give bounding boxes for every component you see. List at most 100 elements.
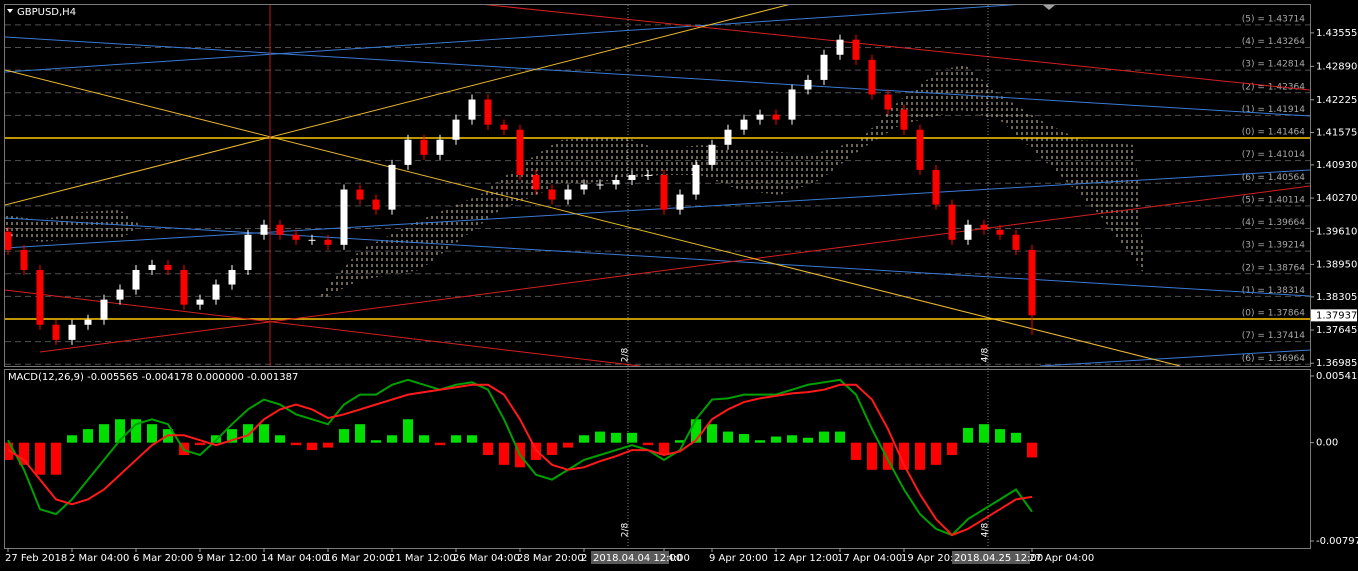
- candle-body: [100, 299, 108, 320]
- y-tick-label: 1.43555: [1316, 28, 1357, 39]
- candle-body: [468, 99, 476, 120]
- candle-body: [404, 139, 412, 165]
- candle-body: [724, 129, 732, 145]
- y-tick-label: 1.38305: [1316, 292, 1357, 303]
- histogram-bar: [931, 442, 941, 465]
- histogram-bar: [851, 442, 861, 460]
- candle-body: [836, 39, 844, 55]
- histogram-bar: [243, 424, 253, 443]
- fibo-label: (1) = 1.41914: [1242, 105, 1306, 115]
- candle-body: [612, 179, 620, 185]
- candle-body: [212, 284, 220, 300]
- x-tick-label: 27 Apr 04:00: [1029, 553, 1094, 564]
- cursor-label-box: [591, 551, 669, 564]
- histogram-bar: [787, 435, 797, 443]
- x-tick-label: 2: [581, 553, 587, 564]
- y-tick-label: 1.40270: [1316, 193, 1357, 204]
- histogram-bar: [995, 429, 1005, 443]
- candle-body: [276, 224, 284, 235]
- histogram-bar: [195, 442, 205, 446]
- macd-plot: [5, 378, 1037, 537]
- histogram-bar: [227, 429, 237, 443]
- histogram-bar: [595, 431, 605, 443]
- candle-body: [708, 144, 716, 165]
- trend-line: [5, 5, 790, 206]
- histogram-bar: [339, 429, 349, 443]
- fibo-label: (0) = 1.41464: [1242, 128, 1306, 138]
- x-tick-label: 9 Apr 20:00: [709, 553, 768, 564]
- histogram-bar: [803, 437, 813, 443]
- candle-body: [116, 289, 124, 300]
- histogram-bar: [979, 424, 989, 443]
- candle-body: [196, 299, 204, 305]
- x-tick-label: 04:00: [661, 553, 690, 564]
- candle-body: [132, 269, 140, 290]
- histogram-bar: [723, 431, 733, 443]
- macd-panel-frame: [4, 369, 1311, 549]
- candle-body: [996, 229, 1004, 235]
- fibo-label: (0) = 1.37864: [1242, 309, 1306, 319]
- price-panel-frame: [4, 4, 1311, 367]
- trend-line: [5, 289, 641, 366]
- candle-body: [660, 174, 668, 210]
- histogram-bar: [643, 442, 653, 446]
- trend-line: [5, 169, 1310, 249]
- macd-line: [7, 378, 1033, 537]
- candle-body: [1012, 234, 1020, 250]
- candle-body: [420, 139, 428, 155]
- candle-body: [260, 224, 268, 235]
- candle-body: [580, 184, 588, 190]
- candle-body: [756, 114, 764, 120]
- x-tick-label: 21 Mar 12:00: [389, 553, 456, 564]
- vertical-tag: 4/8: [981, 347, 991, 362]
- candles: [5, 34, 1036, 345]
- histogram-bar: [659, 442, 669, 455]
- fibo-label: (1) = 1.38314: [1242, 286, 1306, 296]
- x-tick-label: 14 Mar 04:00: [261, 553, 328, 564]
- fibo-label: (4) = 1.43264: [1242, 37, 1306, 47]
- candle-body: [852, 39, 860, 60]
- candle-body: [548, 189, 556, 200]
- x-tick-label: 28 Mar 20:00: [517, 553, 584, 564]
- trend-line: [5, 36, 1310, 117]
- cursor-label: 2018.04.04 12:00: [593, 553, 682, 564]
- fibo-label: (2) = 1.38764: [1242, 263, 1306, 273]
- x-tick-label: 9 Mar 12:00: [197, 553, 257, 564]
- y-tick-label: 0.00: [1316, 438, 1338, 449]
- shift-marker: [1043, 5, 1055, 10]
- menu-arrow[interactable]: [7, 9, 13, 13]
- candle-body: [356, 189, 364, 200]
- histogram-bar: [835, 431, 845, 443]
- fibo-label: (6) = 1.40564: [1242, 173, 1306, 183]
- histogram-bar: [419, 435, 429, 443]
- candle-body: [244, 234, 252, 270]
- candle-body: [228, 269, 236, 285]
- macd-line: [7, 383, 1033, 537]
- candle-body: [164, 264, 172, 270]
- candle-body: [820, 54, 828, 80]
- histogram-bar: [387, 435, 397, 443]
- y-tick-label: 1.38950: [1316, 259, 1357, 270]
- histogram-bar: [131, 419, 141, 443]
- fibo-label: (3) = 1.39214: [1242, 241, 1306, 251]
- candle-body: [292, 234, 300, 240]
- y-tick-label: -0.007979: [1316, 536, 1358, 547]
- y-tick-label: 1.40930: [1316, 160, 1357, 171]
- candle-body: [148, 264, 156, 270]
- histogram-bar: [963, 427, 973, 443]
- fibo-label: (3) = 1.42814: [1242, 60, 1306, 70]
- histogram-bar: [467, 435, 477, 443]
- trend-line: [484, 5, 1310, 91]
- candle-body: [900, 109, 908, 130]
- histogram-bar: [547, 442, 557, 455]
- candle-body: [84, 319, 92, 325]
- ichimoku-cloud: [5, 210, 140, 242]
- fibo-label: (7) = 1.41014: [1242, 150, 1306, 160]
- x-tick-label: 2 Mar 04:00: [69, 553, 129, 564]
- histogram-bar: [675, 440, 685, 443]
- histogram-bar: [323, 442, 333, 448]
- candle-body: [628, 174, 636, 180]
